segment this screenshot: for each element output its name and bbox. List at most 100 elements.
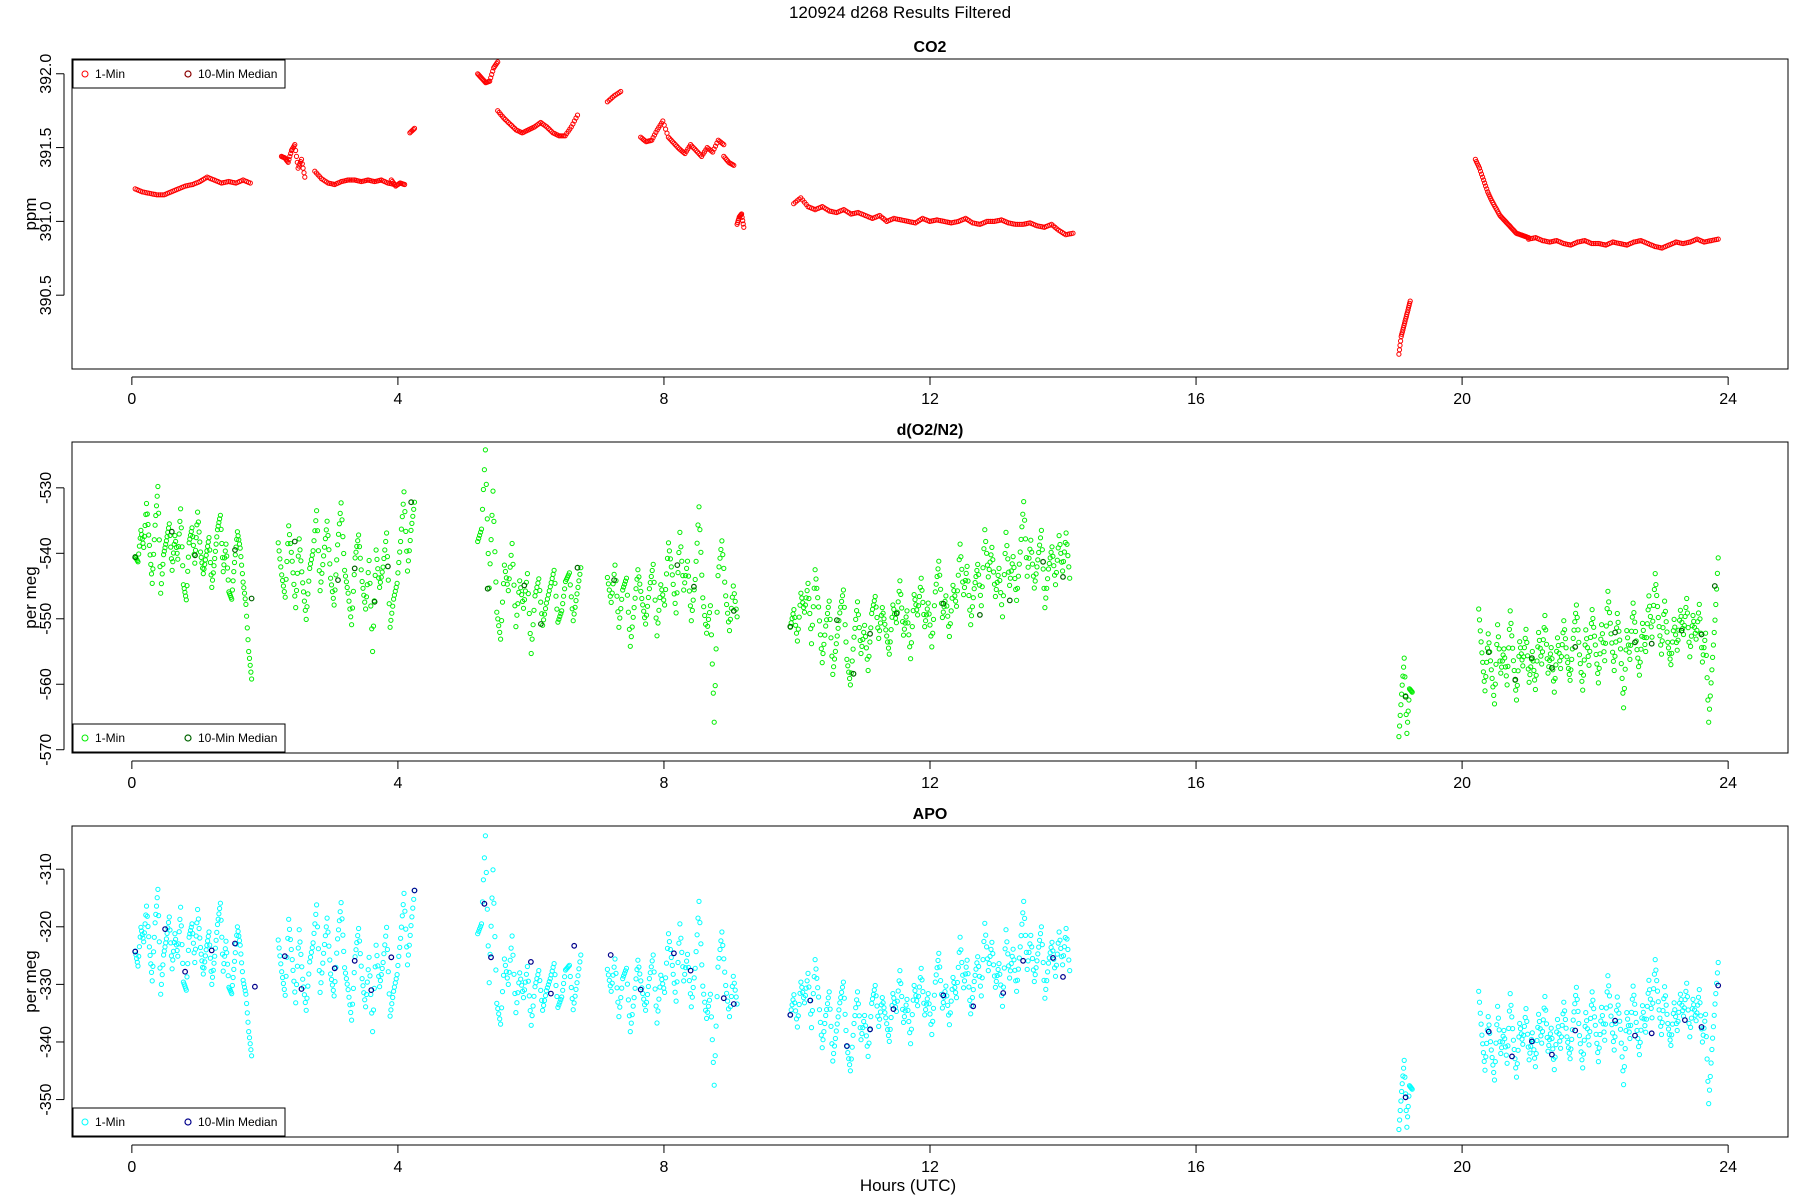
one-min-point	[796, 1001, 802, 1008]
one-min-point	[1510, 658, 1517, 664]
one-min-point	[1694, 627, 1700, 634]
one-min-point	[1492, 681, 1498, 687]
one-min-point	[670, 581, 676, 588]
one-min-point	[1016, 221, 1022, 227]
one-min-point	[1040, 566, 1046, 572]
one-min-point	[1665, 645, 1672, 651]
one-min-point	[532, 593, 538, 599]
median-point	[671, 950, 677, 957]
legend: 1-Min 10-Min Median	[72, 723, 286, 753]
one-min-point	[300, 976, 306, 982]
one-min-point	[1534, 658, 1540, 664]
one-min-point	[314, 508, 320, 514]
one-min-point	[382, 547, 388, 553]
one-min-point	[357, 951, 363, 957]
one-min-point	[977, 983, 984, 989]
one-min-point	[1588, 1002, 1595, 1008]
one-min-point	[852, 1013, 858, 1019]
plot-frame	[71, 441, 1789, 754]
one-min-point	[1397, 712, 1403, 719]
one-min-point	[1708, 680, 1714, 686]
one-min-point	[1684, 595, 1690, 602]
one-min-point	[611, 571, 617, 578]
one-min-point	[837, 1000, 843, 1006]
one-min-point	[154, 192, 160, 198]
one-min-point	[995, 966, 1001, 973]
one-min-point	[1522, 635, 1528, 642]
one-min-point	[160, 962, 166, 968]
one-min-point	[237, 545, 243, 551]
one-min-point	[378, 574, 384, 580]
one-min-point	[498, 636, 504, 642]
one-min-point	[632, 985, 638, 991]
one-min-point	[1030, 967, 1037, 973]
one-min-point	[1041, 977, 1047, 983]
one-min-point	[574, 980, 580, 986]
median-point	[281, 953, 288, 960]
one-min-point	[356, 532, 362, 538]
one-min-point	[372, 964, 378, 970]
one-min-point	[851, 1020, 857, 1027]
one-min-point	[1540, 637, 1546, 643]
one-min-point	[1626, 649, 1632, 655]
one-min-point	[489, 512, 495, 518]
one-min-point	[1562, 1016, 1569, 1023]
one-min-point	[356, 925, 362, 932]
one-min-point	[508, 122, 515, 129]
one-min-point	[717, 555, 723, 561]
one-min-point	[665, 540, 672, 546]
one-min-point	[231, 958, 238, 964]
one-min-point	[792, 1000, 798, 1006]
one-min-point	[1502, 655, 1508, 661]
one-min-point	[1707, 1073, 1713, 1080]
one-min-point	[840, 587, 847, 593]
one-min-point	[170, 957, 176, 963]
one-min-point	[362, 997, 368, 1003]
one-min-point	[958, 554, 964, 560]
one-min-point	[357, 555, 363, 561]
one-min-point	[822, 632, 828, 638]
one-min-point	[497, 1016, 503, 1022]
one-min-point	[528, 1022, 534, 1028]
one-min-point	[281, 986, 287, 993]
one-min-point	[320, 960, 326, 966]
one-min-point	[820, 1037, 826, 1043]
one-min-point	[664, 555, 671, 562]
one-min-point	[517, 970, 523, 976]
one-min-point	[961, 985, 967, 991]
one-min-point	[396, 953, 402, 960]
one-min-point	[577, 571, 583, 577]
one-min-point	[962, 971, 969, 977]
one-min-point	[289, 957, 295, 963]
one-min-point	[321, 544, 328, 550]
one-min-point	[1712, 617, 1718, 623]
one-min-point	[989, 939, 995, 945]
one-min-point	[1584, 645, 1591, 651]
one-min-point	[1494, 1022, 1500, 1028]
one-min-point	[1577, 1041, 1583, 1047]
one-min-point	[1478, 171, 1485, 177]
one-min-point	[740, 218, 746, 224]
one-min-point	[652, 986, 658, 992]
one-min-point	[1587, 1029, 1593, 1035]
one-min-point	[185, 947, 191, 954]
one-min-point	[678, 544, 684, 550]
one-min-point	[499, 599, 506, 605]
one-min-point	[1583, 627, 1589, 633]
one-min-point	[379, 965, 385, 972]
one-min-point	[1008, 568, 1014, 574]
one-min-point	[312, 528, 318, 534]
one-min-point	[1704, 675, 1710, 681]
one-min-point	[1538, 653, 1544, 659]
one-min-point	[1044, 978, 1050, 984]
median-point	[1528, 655, 1535, 661]
one-min-point	[574, 591, 580, 597]
one-min-point	[932, 589, 938, 595]
one-min-point	[992, 984, 999, 990]
one-min-point	[1604, 989, 1610, 995]
one-min-point	[1397, 1117, 1403, 1123]
one-min-point	[988, 218, 994, 224]
one-min-point	[791, 607, 797, 613]
median-point	[368, 987, 375, 993]
